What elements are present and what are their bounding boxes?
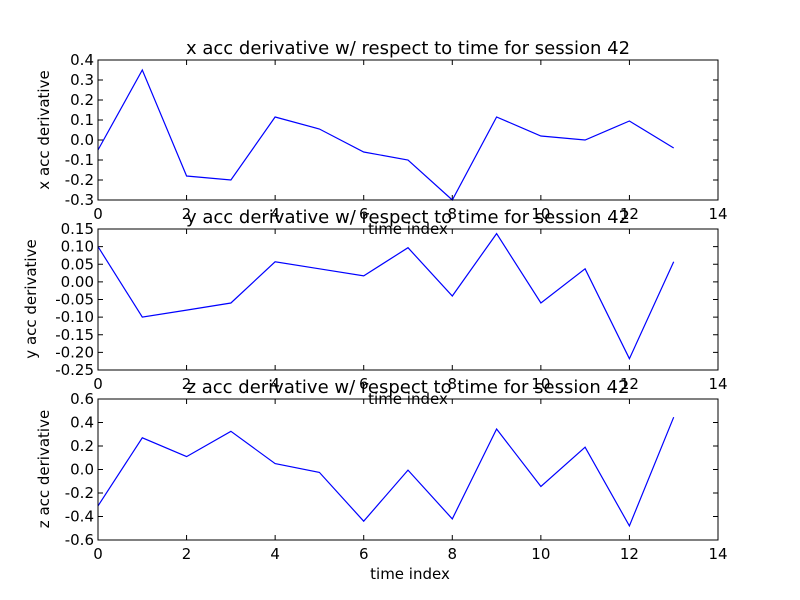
x-tick-label: 12 [620,205,639,223]
x-tick-label: 4 [270,545,280,563]
x-tick-label: 14 [708,545,727,563]
x-tick-label: 2 [182,375,192,393]
series [97,232,675,361]
y-tick-label: -0.25 [55,361,94,379]
x-tick-label: 12 [620,375,639,393]
x-tick-label: 10 [531,205,550,223]
x-tick-label: 6 [359,205,369,223]
axes-frame [97,228,719,371]
subplot-title: y acc derivative w/ respect to time for … [186,207,630,228]
y-tick-label: -0.1 [65,151,94,169]
x-tick-label: 6 [359,545,369,563]
x-tick-label: 10 [531,545,550,563]
ticks: 0 2 4 6 8 10 12 14 -0.25-0.20-0.15-0.10-0.050.00… [55,220,727,393]
y-tick-label: 0.6 [70,390,94,408]
ticks: 0 2 4 6 8 10 12 14 -0.3 -0.2 -0.1 0.0 0.1 0.2 0.3 0.4 [65,51,728,223]
y-tick-label: -0.4 [65,508,94,526]
x-tick-label: 14 [708,205,727,223]
x-tick-label: 0 [93,205,103,223]
series-line [97,232,675,361]
x-tick-label: 4 [270,375,280,393]
y-tick-label: 0.2 [70,437,94,455]
y-tick-label: -0.3 [65,191,94,209]
y-tick-label: 0.1 [70,111,94,129]
ticks: 0 2 4 6 8 10 12 14 -0.6 -0.4 -0.2 0.0 0.2 0.4 0.6 [65,390,728,563]
series-line [97,68,675,201]
subplot-title: x acc derivative w/ respect to time for … [186,38,630,59]
series-line [97,416,675,528]
y-axis-label: x acc derivative [35,70,53,189]
y-tick-label: -0.6 [65,531,94,549]
subplot-y-acc: time index y acc derivative w/ respect t… [22,207,728,408]
y-tick-label: 0.10 [61,238,94,256]
y-tick-label: 0.05 [61,255,94,273]
x-tick-label: 2 [182,545,192,563]
subplot-title: z acc derivative w/ respect to time for … [187,377,630,398]
y-tick-label: 0.00 [61,273,94,291]
x-tick-label: 12 [620,545,639,563]
y-tick-label: 0.0 [70,131,94,149]
subplot-z-acc: z acc derivative w/ respect to time for … [35,377,728,583]
y-tick-label: 0.0 [70,461,94,479]
x-tick-label: 8 [448,545,458,563]
axes-frame [97,398,719,541]
y-axis-label: z acc derivative [35,410,53,528]
x-tick-label: 10 [531,375,550,393]
x-axis-label: time index [370,565,450,583]
y-tick-label: -0.15 [55,326,94,344]
y-tick-label: -0.10 [55,308,94,326]
subplot-x-acc: x acc derivative w/ respect to time for … [35,38,728,238]
x-tick-label: 14 [708,375,727,393]
y-tick-label: -0.2 [65,484,94,502]
x-tick-label: 0 [93,375,103,393]
axes-frame [97,59,719,201]
x-tick-label: 8 [448,205,458,223]
y-tick-label: -0.2 [65,171,94,189]
y-tick-label: -0.05 [55,291,94,309]
y-tick-label: 0.15 [61,220,94,238]
y-tick-label: 0.4 [70,51,94,69]
x-tick-label: 0 [93,545,103,563]
x-tick-label: 2 [182,205,192,223]
y-axis-label: y acc derivative [22,239,40,358]
x-tick-label: 8 [448,375,458,393]
y-tick-label: 0.4 [70,414,94,432]
series [97,68,675,201]
y-tick-label: 0.2 [70,91,94,109]
y-tick-label: -0.20 [55,343,94,361]
x-tick-label: 4 [270,205,280,223]
y-tick-label: 0.3 [70,71,94,89]
series [97,416,675,528]
x-tick-label: 6 [359,375,369,393]
